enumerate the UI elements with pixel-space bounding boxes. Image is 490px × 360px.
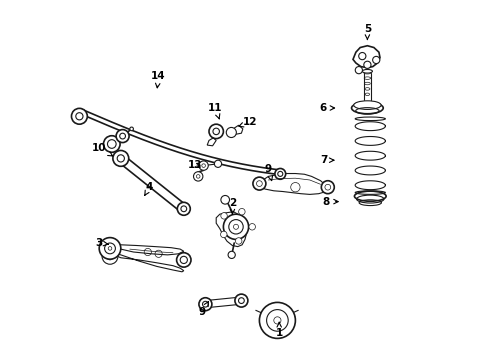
Text: 3: 3 (96, 238, 108, 248)
Polygon shape (259, 174, 328, 194)
Polygon shape (353, 46, 380, 68)
Text: 10: 10 (92, 143, 113, 156)
Text: 9: 9 (265, 164, 272, 181)
Circle shape (249, 224, 255, 230)
Circle shape (177, 202, 190, 215)
Circle shape (102, 248, 118, 264)
Circle shape (364, 61, 371, 68)
Circle shape (226, 127, 236, 138)
Ellipse shape (351, 102, 383, 114)
Ellipse shape (354, 101, 381, 109)
Text: 12: 12 (239, 117, 257, 127)
Circle shape (221, 195, 229, 204)
Text: 7: 7 (320, 155, 334, 165)
Polygon shape (110, 252, 184, 272)
Text: 13: 13 (187, 159, 202, 170)
Circle shape (194, 172, 203, 181)
Circle shape (176, 253, 191, 267)
Circle shape (103, 136, 120, 152)
Ellipse shape (354, 191, 386, 201)
Circle shape (235, 294, 248, 307)
Text: 1: 1 (275, 322, 283, 338)
Circle shape (275, 168, 286, 179)
Polygon shape (207, 138, 216, 146)
Text: 4: 4 (145, 182, 153, 195)
Text: 9: 9 (199, 302, 208, 317)
Text: 6: 6 (320, 103, 335, 113)
Circle shape (355, 67, 363, 74)
Text: 5: 5 (364, 24, 371, 40)
Ellipse shape (363, 69, 372, 73)
Circle shape (259, 302, 295, 338)
Circle shape (359, 53, 366, 60)
Polygon shape (110, 245, 184, 255)
Circle shape (239, 208, 245, 215)
Polygon shape (216, 212, 247, 247)
Circle shape (321, 181, 334, 194)
Text: 11: 11 (208, 103, 223, 119)
Circle shape (209, 124, 223, 139)
Circle shape (199, 161, 208, 170)
Polygon shape (205, 297, 242, 308)
Circle shape (236, 238, 242, 244)
Circle shape (221, 213, 227, 219)
Text: 2: 2 (229, 198, 236, 214)
Circle shape (113, 150, 129, 166)
Circle shape (199, 298, 212, 311)
Circle shape (220, 231, 227, 238)
Polygon shape (262, 306, 293, 335)
Circle shape (116, 130, 129, 143)
Circle shape (130, 127, 133, 131)
Circle shape (72, 108, 87, 124)
Text: 14: 14 (151, 71, 166, 88)
Circle shape (215, 160, 221, 167)
Polygon shape (118, 155, 187, 212)
Circle shape (228, 251, 235, 258)
Circle shape (373, 57, 380, 64)
Circle shape (223, 214, 248, 239)
Polygon shape (233, 125, 243, 134)
Text: 8: 8 (323, 197, 338, 207)
Circle shape (99, 238, 121, 259)
Circle shape (253, 177, 266, 190)
